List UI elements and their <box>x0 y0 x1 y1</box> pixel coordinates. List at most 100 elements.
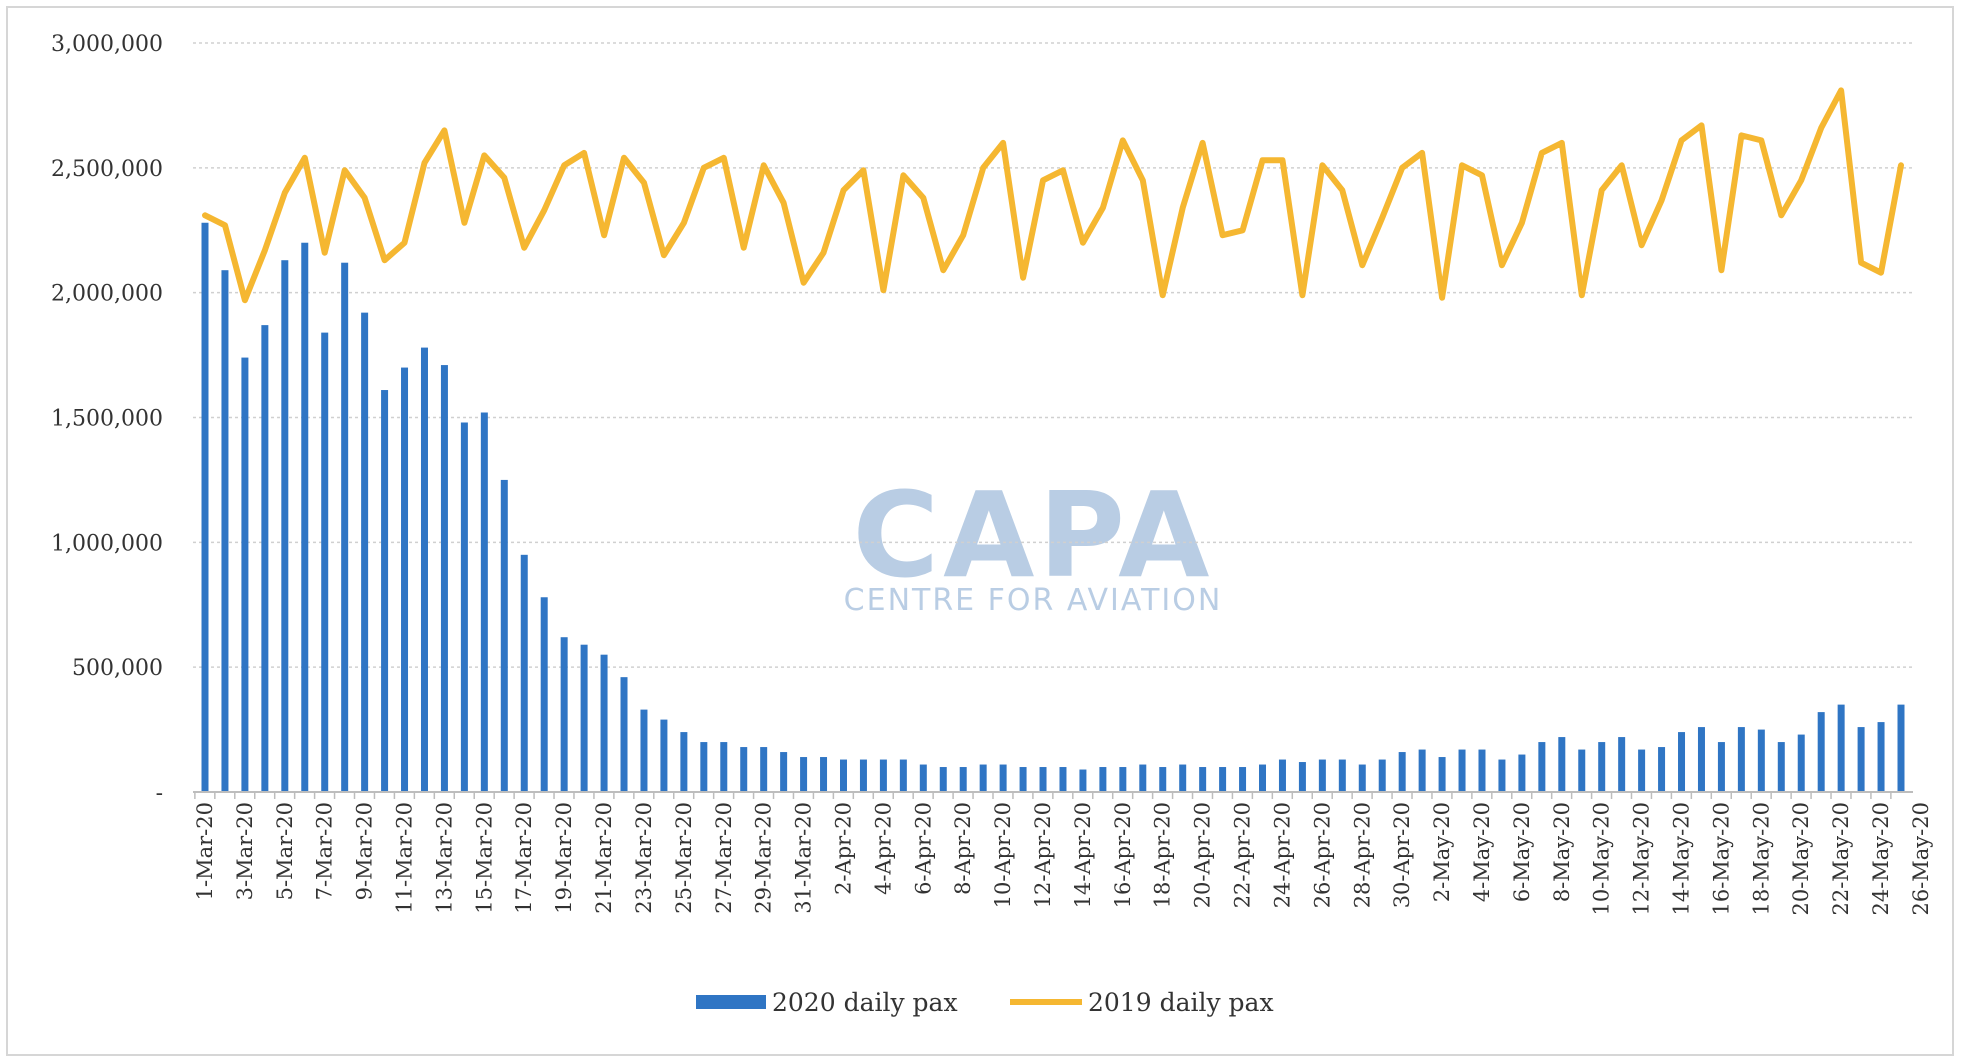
line-2019 <box>202 87 1904 304</box>
y-tick-label: 2,000,000 <box>51 282 163 307</box>
bar-2020 <box>1259 764 1267 792</box>
bar-2020 <box>780 752 788 792</box>
bar-2020 <box>540 597 548 792</box>
bar-2020 <box>221 270 229 792</box>
x-tick-label: 25-Mar-20 <box>672 802 696 914</box>
bar-2020 <box>1019 767 1027 792</box>
bar-2020 <box>1717 742 1725 792</box>
bar-2020 <box>700 742 708 792</box>
x-tick-label: 14-Apr-20 <box>1071 802 1095 908</box>
bar-2020 <box>979 764 987 792</box>
bar-2020 <box>640 709 648 792</box>
x-tick-label: 26-Apr-20 <box>1310 802 1334 908</box>
y-axis: - 500,000 1,000,000 1,500,000 2,000,000 2,500… <box>51 32 163 806</box>
x-tick-label: 10-May-20 <box>1590 802 1614 916</box>
y-tick-label: 3,000,000 <box>51 32 163 57</box>
x-tick-label: 19-Mar-20 <box>552 802 576 914</box>
watermark-brand: CAPA <box>853 466 1214 604</box>
x-tick-label: 6-May-20 <box>1510 802 1534 902</box>
x-tick-label: 20-May-20 <box>1789 802 1813 916</box>
x-tick-label: 29-Mar-20 <box>752 802 776 914</box>
x-tick-label: 27-Mar-20 <box>712 802 736 914</box>
bar-2020 <box>1059 767 1067 792</box>
bar-2020 <box>1438 757 1446 792</box>
bar-2020 <box>1498 759 1506 792</box>
line-series-2019 <box>202 87 1904 304</box>
bar-2020 <box>1099 767 1107 792</box>
x-tick-label: 6-Apr-20 <box>911 802 935 895</box>
legend-label-2020: 2020 daily pax <box>772 988 958 1017</box>
bar-2020 <box>1039 767 1047 792</box>
bar-2020 <box>1578 749 1586 792</box>
bar-2020 <box>680 732 688 792</box>
y-tick-label: - <box>156 781 163 806</box>
x-tick-label: 8-Apr-20 <box>951 802 975 895</box>
bar-2020 <box>1837 704 1845 792</box>
bar-2020 <box>1298 762 1306 792</box>
bar-2020 <box>1378 759 1386 792</box>
bar-2020 <box>1558 737 1566 792</box>
bar-2020 <box>1598 742 1606 792</box>
legend-swatch-2020 <box>696 995 766 1009</box>
bar-2020 <box>1458 749 1466 792</box>
bar-2020 <box>1757 729 1765 792</box>
bar-2020 <box>1139 764 1147 792</box>
bar-2020 <box>321 332 329 792</box>
bar-2020 <box>1618 737 1626 792</box>
x-tick-label: 16-Apr-20 <box>1111 802 1135 908</box>
x-tick-label: 18-May-20 <box>1749 802 1773 916</box>
x-tick-label: 3-Mar-20 <box>233 802 257 900</box>
bar-2020 <box>1358 764 1366 792</box>
legend-label-2019: 2019 daily pax <box>1088 988 1274 1017</box>
x-tick-label: 9-Mar-20 <box>353 802 377 900</box>
bar-2020 <box>580 644 588 792</box>
bar-2020 <box>999 764 1007 792</box>
bar-2020 <box>1338 759 1346 792</box>
legend: 2020 daily pax 2019 daily pax <box>696 988 1274 1017</box>
x-tick-label: 21-Mar-20 <box>592 802 616 914</box>
x-tick-label: 28-Apr-20 <box>1350 802 1374 908</box>
x-tick-label: 2-Apr-20 <box>831 802 855 895</box>
x-tick-label: 26-May-20 <box>1909 802 1933 916</box>
bar-2020 <box>1278 759 1286 792</box>
chart-canvas: CAPA CENTRE FOR AVIATION - 500,000 1,000,0… <box>51 32 1933 1017</box>
x-tick-label: 15-Mar-20 <box>472 802 496 914</box>
x-tick-label: 12-Apr-20 <box>1031 802 1055 908</box>
x-tick-label: 5-Mar-20 <box>273 802 297 900</box>
x-tick-label: 7-Mar-20 <box>313 802 337 900</box>
bar-2020 <box>1199 767 1207 792</box>
y-tick-label: 500,000 <box>72 656 163 681</box>
x-axis: 1-Mar-20 3-Mar-20 5-Mar-20 7-Mar-20 9-Mar-20… <box>193 791 1933 916</box>
bar-2020 <box>1638 749 1646 792</box>
bar-2020 <box>720 742 728 792</box>
x-tick-label: 30-Apr-20 <box>1390 802 1414 908</box>
x-tick-label: 4-Apr-20 <box>871 802 895 895</box>
bar-2020 <box>1119 767 1127 792</box>
bar-2020 <box>660 719 668 792</box>
bar-2020 <box>1219 767 1227 792</box>
bar-2020 <box>1678 732 1686 792</box>
bar-2020 <box>401 367 409 792</box>
bar-2020 <box>500 479 508 792</box>
gridlines <box>193 42 1913 668</box>
x-tick-label: 13-Mar-20 <box>432 802 456 914</box>
y-tick-label: 1,500,000 <box>51 407 163 432</box>
x-tick-label: 18-Apr-20 <box>1151 802 1175 908</box>
x-tick-label: 14-May-20 <box>1670 802 1694 916</box>
bar-2020 <box>600 654 608 792</box>
bar-2020 <box>1418 749 1426 792</box>
x-tick-label: 24-May-20 <box>1869 802 1893 916</box>
bar-2020 <box>859 759 867 792</box>
bar-2020 <box>1857 727 1865 792</box>
bar-2020 <box>839 759 847 792</box>
x-tick-label: 22-Apr-20 <box>1231 802 1255 908</box>
bar-2020 <box>879 759 887 792</box>
bar-2020 <box>1797 734 1805 792</box>
x-tick-label: 31-Mar-20 <box>792 802 816 914</box>
bar-2020 <box>1777 742 1785 792</box>
bar-2020 <box>1877 722 1885 792</box>
bar-2020 <box>620 677 628 792</box>
x-tick-label: 11-Mar-20 <box>393 802 417 914</box>
x-tick-label: 20-Apr-20 <box>1191 802 1215 908</box>
bar-series-2020 <box>201 222 1905 792</box>
